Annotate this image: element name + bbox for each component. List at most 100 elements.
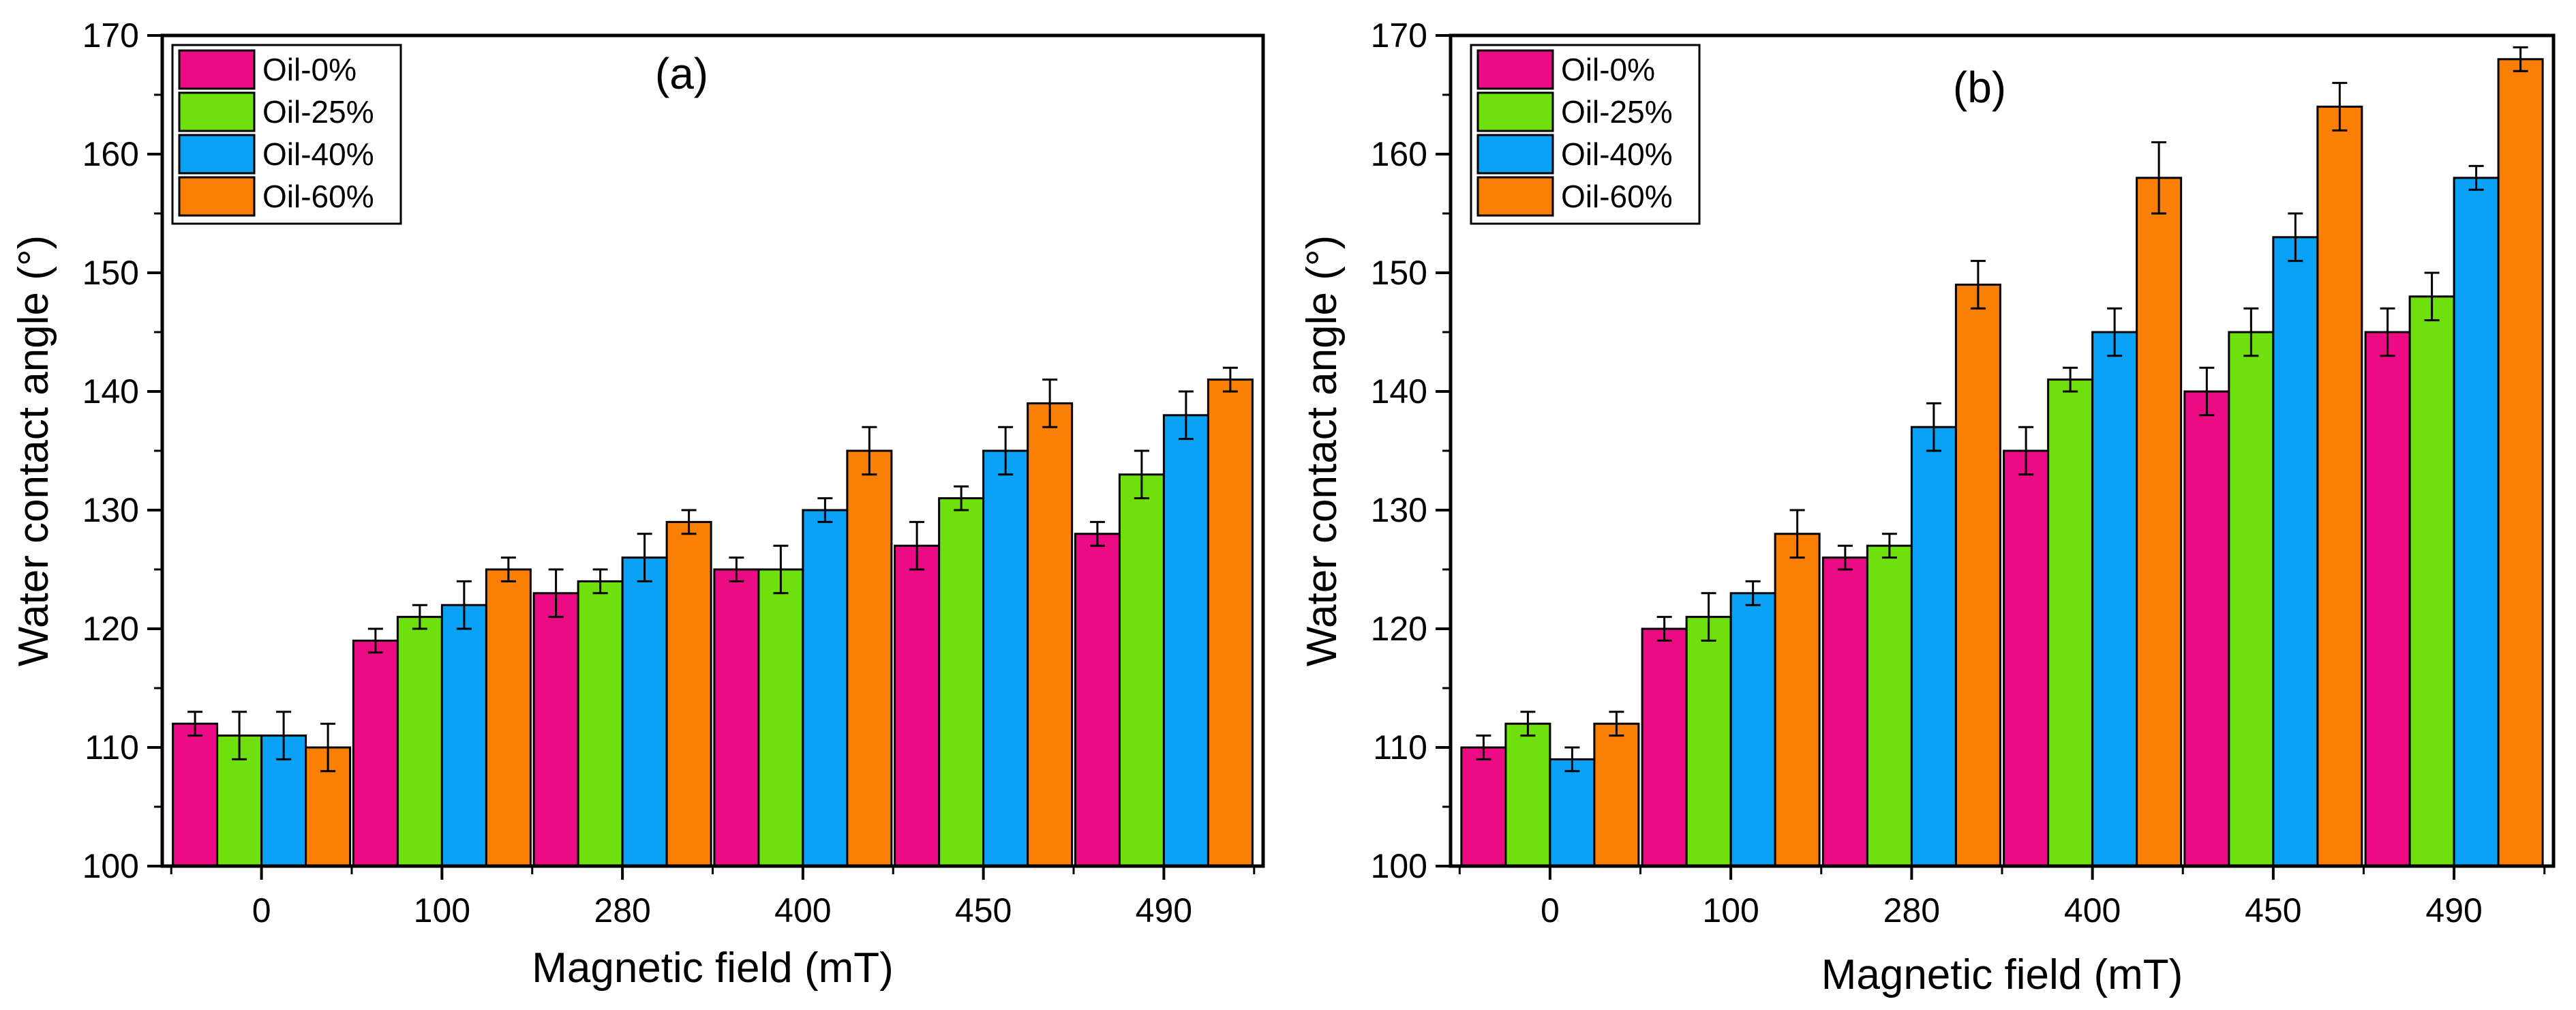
bar [1074,533,1121,867]
bar [2091,331,2138,867]
y-tick-label: 150 [1371,254,1427,292]
y-axis-title: Water contact angle (°) [1299,235,1346,666]
legend-label: Oil-25% [1561,94,1673,130]
legend-swatch [1476,49,1554,90]
x-tick-label: 0 [252,891,271,930]
bar [1118,473,1165,867]
bar [1460,746,1507,867]
chart-panel-b: 100 110 120 130 140 150 160 170 0 100 280 400 450 490… [1299,16,2556,998]
bar [2183,390,2230,867]
bar [532,592,579,867]
legend-swatch [178,134,256,175]
bar [172,722,219,867]
y-tick-label: 110 [85,728,139,767]
y-tick-label: 120 [1371,610,1427,648]
bar [802,509,849,867]
bar [577,580,624,867]
bar [1162,414,1209,867]
y-tick-label: 170 [82,16,139,55]
y-tick-label: 150 [82,254,139,292]
y-tick-label: 160 [1371,135,1427,173]
legend-swatch [178,176,256,217]
y-tick-label: 110 [1373,728,1427,767]
bar [1866,544,1913,867]
x-tick-label: 100 [1702,891,1759,930]
legend: Oil-0% Oil-25% Oil-40% Oil-60% [1470,44,1701,225]
legend-label: Oil-0% [262,52,357,87]
bar [938,497,985,867]
legend-label: Oil-60% [262,179,374,214]
y-tick-label: 170 [1371,16,1427,55]
x-tick-label: 100 [414,891,470,930]
y-tick-label: 140 [1371,372,1427,411]
bar [757,568,804,867]
bar [1821,556,1868,867]
legend-swatch [178,49,256,90]
x-tick-label: 450 [2245,891,2301,930]
bar [1954,283,2001,867]
y-tick-label: 160 [82,135,139,173]
y-tick-label: 130 [82,491,139,529]
bar [846,449,893,867]
bar [1910,426,1957,867]
legend-label: Oil-40% [262,136,374,172]
bar [982,449,1029,867]
legend-label: Oil-0% [1561,52,1655,87]
y-tick-label: 130 [1371,491,1427,529]
bar [2003,449,2050,867]
legend-swatch [178,91,256,132]
bar [1774,533,1821,867]
x-tick-label: 490 [2425,891,2482,930]
bar [2453,177,2500,867]
bar [1641,627,1688,867]
y-tick-label: 140 [82,372,139,411]
bar [713,568,760,867]
bar [352,639,399,867]
bar [2497,58,2544,867]
bar [1685,616,1732,867]
legend-label: Oil-25% [262,94,374,130]
x-tick-label: 400 [774,891,831,930]
bar [2316,105,2363,867]
bar [621,556,668,867]
y-tick-label: 100 [82,847,139,885]
x-tick-label: 0 [1541,891,1560,930]
x-tick-label: 490 [1136,891,1192,930]
y-tick-label: 120 [82,610,139,648]
legend-swatch [1476,176,1554,217]
bar [2047,378,2094,867]
bar [1207,378,1254,867]
x-axis-title: Magnetic field (mT) [532,945,894,992]
x-axis-title: Magnetic field (mT) [1821,951,2183,998]
bar [2272,236,2319,867]
y-tick-label: 100 [1371,847,1427,885]
bar [2228,331,2275,867]
legend-swatch [1476,134,1554,175]
bar [2364,331,2411,867]
bar [1549,758,1596,867]
legend: Oil-0% Oil-25% Oil-40% Oil-60% [171,44,402,225]
bar [1504,722,1551,867]
legend-label: Oil-40% [1561,136,1673,172]
bar [1593,722,1640,867]
bar [1729,592,1776,867]
x-tick-label: 280 [1883,891,1940,930]
legend-swatch [1476,91,1554,132]
y-axis-title: Water contact angle (°) [10,235,57,666]
bar [2408,295,2455,867]
panel-label: (a) [655,49,708,98]
bar [894,544,941,867]
bar [485,568,532,867]
legend-label: Oil-60% [1561,179,1673,214]
bar [440,604,487,867]
bar [396,616,443,867]
bar [665,520,712,867]
x-tick-label: 280 [594,891,650,930]
chart-panel-a: 100 110 120 130 140 150 160 170 0 100 280 400 450 490… [10,16,1265,992]
bar [1027,402,1074,867]
panel-label: (b) [1953,63,2006,112]
x-tick-label: 450 [955,891,1012,930]
bar [2136,177,2183,867]
x-tick-label: 400 [2064,891,2121,930]
